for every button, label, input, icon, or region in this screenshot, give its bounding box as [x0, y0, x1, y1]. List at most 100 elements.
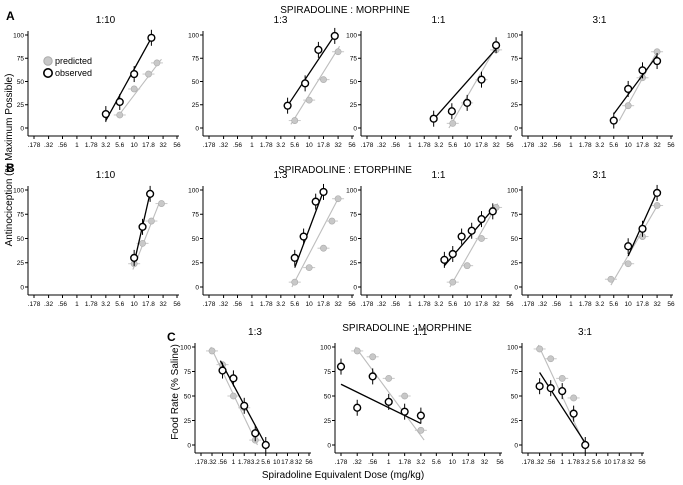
- x-tick-label: 3.2: [251, 459, 260, 466]
- x-tick-label: 3.2: [276, 142, 285, 149]
- point-predicted: [147, 217, 155, 225]
- chart-b3: 1:1 0 25 50 75 100 .178.32 .56 1 1.78 3.2 5.6 10 17.8…: [346, 170, 514, 308]
- panel-title: 1:1: [414, 327, 428, 338]
- y-tick-label: 50: [17, 236, 25, 243]
- panel-title: 1:3: [274, 15, 288, 26]
- x-tick-label: .178: [195, 459, 208, 466]
- x-tick-label: 17.8: [142, 301, 155, 308]
- point-predicted: [305, 96, 313, 104]
- fit-line-observed: [287, 34, 336, 107]
- y-tick-label: 0: [327, 442, 331, 449]
- chart-b2: 1:3 0 25 50 75 100 .178.32 .56 1 1.78 3.2 5.6 10 17.8…: [188, 170, 356, 308]
- x-tick-label: .56: [58, 301, 67, 308]
- panel-title: 1:3: [274, 170, 288, 181]
- fit-line-observed: [613, 55, 658, 115]
- x-tick-label: 17.8: [462, 459, 475, 466]
- x-tick-label: .32: [44, 142, 53, 149]
- point-observed: [138, 222, 147, 231]
- fit-line-predicted: [448, 44, 499, 129]
- y-tick-label: 75: [324, 369, 332, 376]
- x-tick-label: 32: [159, 142, 167, 149]
- y-tick-label: 100: [13, 32, 24, 39]
- x-tick-label: 32: [334, 301, 342, 308]
- x-tick-label: .178: [361, 142, 374, 149]
- section-letter-a: A: [6, 9, 15, 23]
- point-predicted: [624, 102, 632, 110]
- x-tick-label: .32: [377, 142, 386, 149]
- x-tick-label: 5.6: [115, 301, 124, 308]
- y-tick-label: 0: [187, 442, 191, 449]
- point-observed: [251, 429, 260, 438]
- point-predicted: [230, 392, 237, 400]
- x-tick-label: 56: [667, 142, 675, 149]
- point-observed: [491, 41, 501, 50]
- x-tick-label: 1: [569, 142, 573, 149]
- point-observed: [652, 188, 662, 198]
- x-tick-label: 3.2: [595, 142, 604, 149]
- series-observed: [101, 29, 156, 123]
- x-tick-label: .178: [522, 142, 535, 149]
- x-tick-label: 3.2: [276, 301, 285, 308]
- chart-b1: 1:10 0 25 50 75 100 .178.32 .56 1 1.78 3.2 5.6 10 17.…: [13, 170, 181, 308]
- x-tick-label: 32: [481, 459, 489, 466]
- point-observed: [283, 101, 292, 110]
- panel-title: 1:1: [432, 170, 446, 181]
- point-observed: [440, 255, 449, 264]
- x-tick-label: 17.8: [475, 301, 488, 308]
- point-observed: [147, 33, 156, 42]
- point-predicted: [153, 59, 161, 67]
- y-tick-label: 0: [514, 442, 518, 449]
- fit-line-predicted: [618, 48, 660, 121]
- panel-title: 1:10: [96, 15, 116, 26]
- point-predicted: [558, 374, 566, 382]
- y-tick-label: 100: [507, 32, 518, 39]
- point-predicted: [536, 345, 544, 353]
- point-predicted: [547, 355, 555, 363]
- fit-line-predicted: [119, 58, 162, 115]
- fit-line-predicted: [610, 203, 660, 286]
- point-observed: [146, 189, 155, 198]
- y-tick-label: 0: [20, 125, 24, 132]
- x-tick-label: 1: [569, 301, 573, 308]
- x-tick-label: .32: [353, 459, 362, 466]
- y-tick-label: 25: [511, 102, 519, 109]
- point-predicted: [369, 353, 377, 361]
- x-tick-label: 1: [560, 459, 564, 466]
- x-tick-label: 5.6: [290, 301, 299, 308]
- section-title-c: SPIRADOLINE : MORPHINE: [342, 323, 472, 334]
- point-predicted: [320, 76, 327, 84]
- x-tick-label: .178: [522, 459, 535, 466]
- point-observed: [299, 232, 308, 241]
- y-tick-label: 75: [511, 369, 519, 376]
- y-tick-label: 100: [507, 344, 518, 351]
- point-observed: [535, 382, 544, 391]
- x-tick-label: 56: [305, 459, 313, 466]
- y-tick-label: 25: [17, 102, 25, 109]
- x-tick-label: 5.6: [609, 142, 618, 149]
- panel-title: 3:1: [578, 327, 592, 338]
- point-observed: [457, 232, 466, 241]
- point-predicted: [385, 374, 393, 382]
- y-tick-label: 0: [195, 125, 199, 132]
- point-observed: [447, 107, 456, 116]
- x-tick-label: 56: [348, 301, 356, 308]
- point-predicted: [607, 275, 615, 283]
- series-predicted: [113, 58, 163, 119]
- point-predicted: [145, 70, 152, 78]
- x-tick-label: .32: [219, 301, 228, 308]
- section-letter-b: B: [6, 161, 15, 175]
- x-tick-label: .56: [391, 301, 400, 308]
- point-observed: [130, 253, 139, 263]
- x-tick-label: 3.2: [434, 301, 443, 308]
- point-observed: [638, 66, 647, 75]
- x-tick-label: 1.78: [260, 301, 273, 308]
- x-tick-label: 17.8: [281, 459, 294, 466]
- point-observed: [652, 56, 662, 66]
- section-title-a: SPIRADOLINE : MORPHINE: [280, 5, 410, 16]
- series-observed: [440, 203, 497, 268]
- y-tick-label: 50: [511, 393, 519, 400]
- x-tick-label: 5.6: [290, 142, 299, 149]
- x-tick-label: 1: [408, 301, 412, 308]
- y-tick-label: 25: [350, 102, 358, 109]
- x-tick-label: 3.2: [581, 459, 590, 466]
